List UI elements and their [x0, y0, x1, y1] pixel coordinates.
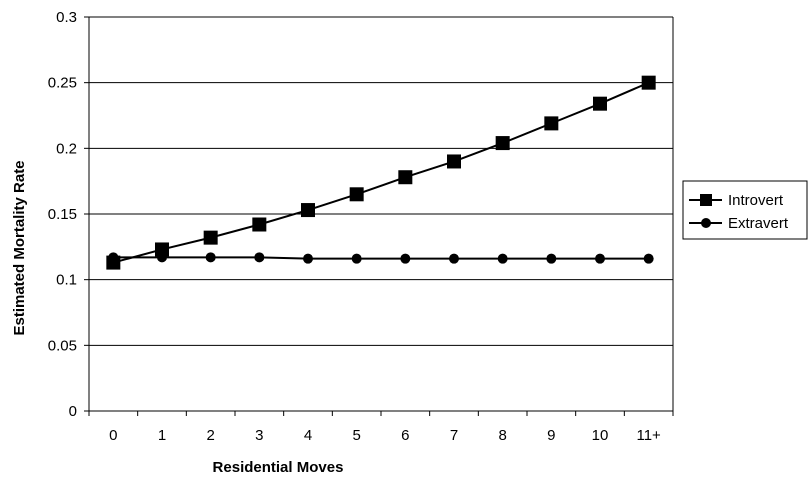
y-axis-title: Estimated Mortality Rate — [11, 160, 28, 335]
legend-marker-square — [700, 194, 712, 206]
data-point-extravert — [595, 254, 605, 264]
legend: Introvert Extravert — [683, 181, 807, 239]
x-tick-label: 7 — [450, 427, 458, 444]
data-point-introvert — [496, 136, 510, 150]
data-point-extravert — [644, 254, 654, 264]
series-line-extravert — [113, 257, 648, 258]
y-tick-label: 0.1 — [56, 272, 77, 289]
y-tick-label: 0 — [69, 403, 77, 420]
data-point-introvert — [301, 203, 315, 217]
data-point-introvert — [642, 76, 656, 90]
legend-label-introvert: Introvert — [728, 192, 784, 209]
data-point-extravert — [400, 254, 410, 264]
x-tick-label: 4 — [304, 427, 312, 444]
y-tick-label: 0.2 — [56, 140, 77, 157]
legend-label-extravert: Extravert — [728, 215, 789, 232]
gridlines — [89, 17, 673, 411]
x-tick-label: 1 — [158, 427, 166, 444]
data-point-introvert — [350, 187, 364, 201]
data-point-extravert — [108, 252, 118, 262]
data-point-introvert — [447, 154, 461, 168]
data-point-extravert — [352, 254, 362, 264]
x-tick-label: 0 — [109, 427, 117, 444]
x-tick-label: 9 — [547, 427, 555, 444]
data-point-introvert — [204, 231, 218, 245]
y-axis: 0 0.05 0.1 0.15 0.2 0.25 0.3 — [48, 9, 89, 420]
x-axis-title: Residential Moves — [213, 459, 344, 476]
y-tick-label: 0.15 — [48, 206, 77, 223]
x-tick-label: 3 — [255, 427, 263, 444]
x-axis: 0 1 2 3 4 5 6 7 8 9 10 11+ — [89, 411, 673, 444]
legend-marker-circle — [701, 218, 711, 228]
x-tick-label: 8 — [498, 427, 506, 444]
data-point-introvert — [252, 218, 266, 232]
x-tick-label: 10 — [592, 427, 609, 444]
x-tick-label: 5 — [352, 427, 360, 444]
y-tick-label: 0.3 — [56, 9, 77, 26]
data-point-introvert — [398, 170, 412, 184]
data-point-extravert — [206, 252, 216, 262]
y-tick-label: 0.25 — [48, 75, 77, 92]
data-point-extravert — [157, 252, 167, 262]
x-tick-label: 2 — [206, 427, 214, 444]
data-point-extravert — [498, 254, 508, 264]
series-layer — [106, 76, 655, 270]
data-point-extravert — [254, 252, 264, 262]
data-point-introvert — [544, 116, 558, 130]
data-point-extravert — [303, 254, 313, 264]
data-point-extravert — [449, 254, 459, 264]
data-point-introvert — [593, 97, 607, 111]
series-line-introvert — [113, 83, 648, 263]
x-tick-label: 6 — [401, 427, 409, 444]
x-tick-label: 11+ — [636, 427, 661, 444]
y-tick-label: 0.05 — [48, 337, 77, 354]
data-point-extravert — [546, 254, 556, 264]
